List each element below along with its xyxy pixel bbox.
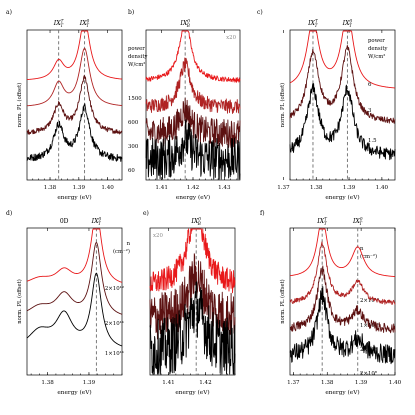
scale-note: x20	[153, 233, 163, 239]
series-label: 2×10¹¹	[105, 320, 124, 327]
spectrum-trace	[26, 75, 123, 135]
x-tick-label: 1.38	[321, 380, 334, 386]
panel-d: d) 1.38 1.39 energy (eV) norm. PL (offset) IX…	[6, 210, 123, 396]
spectrum-trace	[26, 242, 123, 315]
spectrum-trace	[26, 47, 123, 107]
panel-frame	[26, 227, 123, 376]
x-tick-label: 1.39	[83, 380, 96, 386]
y-axis-label: norm. PL (offset)	[16, 83, 23, 127]
x-axis-label: energy (eV)	[325, 194, 359, 201]
panel-label: a)	[6, 9, 12, 16]
marker-label: IX0 T	[79, 19, 90, 29]
spectrum-trace	[145, 30, 241, 83]
legend-header: W/cm²	[128, 62, 145, 68]
legend-header: n	[360, 246, 364, 252]
x-tick-label: 1.41	[155, 185, 167, 191]
spectrum-trace	[26, 228, 123, 283]
spectrum-trace	[145, 57, 241, 114]
x-tick-label: 1.40	[101, 185, 114, 191]
panel-label: f)	[260, 210, 265, 217]
panel-c: c) 1.37 1.38 1.39 1.40 energy (eV) norm. PL (o…	[257, 9, 396, 201]
x-tick-label: 1.41	[162, 380, 174, 386]
series-label: 2×10⁸	[360, 370, 378, 377]
legend-header: (cm⁻²)	[113, 248, 130, 255]
series-label: 1×10¹¹	[105, 350, 124, 357]
spectrum-trace	[26, 103, 123, 162]
y-axis-label: norm. PL (offset)	[279, 279, 286, 323]
x-tick-label: 1.40	[376, 185, 389, 191]
x-axis-label: energy (eV)	[57, 194, 91, 201]
x-tick-label: 1.42	[199, 380, 212, 386]
x-axis-label: energy (eV)	[325, 389, 359, 396]
series-label: 600	[128, 120, 139, 126]
legend-header: W/cm²	[368, 54, 385, 60]
spectrum-trace	[289, 228, 396, 278]
legend-header: n	[127, 241, 131, 247]
panel-label: c)	[257, 9, 263, 16]
panel-label: e)	[143, 210, 149, 217]
spectrum-trace	[149, 281, 236, 375]
y-axis-label: norm. PL (offset)	[16, 279, 23, 323]
x-tick-label: 1.40	[389, 380, 402, 386]
x-tick-label: 1.43	[218, 185, 231, 191]
panel-label: d)	[6, 210, 12, 217]
series-label: 3	[368, 108, 372, 114]
marker-label: IXT T	[53, 19, 65, 29]
x-tick-label: 1.38	[44, 185, 57, 191]
legend-header: density	[128, 54, 147, 60]
spectrum-trace	[289, 241, 396, 306]
panel-a: a) 1.38 1.39 1.40 energy (eV) norm. PL (offse…	[6, 9, 147, 201]
series-label: 2×10¹²	[105, 285, 124, 292]
legend-header: (cm⁻²)	[360, 253, 377, 260]
marker-label: IXT T	[316, 217, 328, 227]
x-tick-label: 1.42	[187, 185, 200, 191]
x-tick-label: 1.38	[310, 185, 323, 191]
x-axis-label: energy (eV)	[175, 389, 209, 396]
marker-label: IX0 B	[179, 19, 190, 29]
x-axis-label: energy (eV)	[176, 194, 210, 201]
spectrum-trace	[26, 30, 123, 80]
spectrum-trace	[289, 265, 396, 334]
x-tick-label: 1.39	[73, 185, 86, 191]
series-label: 1.5	[368, 138, 377, 144]
panel-e: e) 1.41 1.42 energy (eV) IX0 B x20 n(cm⁻²) 2×10¹…	[105, 210, 236, 396]
series-label: 60	[128, 168, 135, 174]
x-tick-label: 1.38	[41, 380, 54, 386]
legend-header: density	[368, 46, 387, 52]
series-label: 6	[368, 82, 372, 88]
legend-header: power	[368, 38, 385, 44]
marker-label: IX0 T	[352, 217, 363, 227]
spectrum-trace	[149, 228, 236, 294]
series-label: 1500	[128, 96, 142, 102]
legend-header: power	[128, 46, 145, 52]
marker-label: IX0 T	[342, 19, 353, 29]
series-label: 2×10¹⁰	[360, 297, 380, 304]
panel-label: b)	[128, 9, 134, 16]
scale-note: x20	[226, 35, 236, 41]
spectrum-trace	[289, 30, 396, 89]
spectrum-trace	[289, 83, 396, 161]
spectrum-trace	[289, 286, 396, 365]
spectrum-trace	[289, 45, 396, 124]
x-axis-label: energy (eV)	[57, 389, 91, 396]
panel-frame	[26, 29, 123, 181]
spectrum-trace	[145, 97, 241, 149]
marker-label: IXT T	[307, 19, 319, 29]
y-axis-label: norm. PL (offset)	[279, 83, 286, 127]
series-label: 300	[128, 144, 139, 150]
x-tick-label: 1.39	[343, 185, 356, 191]
x-tick-label: 1.37	[277, 185, 290, 191]
spectrum-trace	[26, 272, 123, 347]
zero-d-note: 0D	[60, 218, 69, 225]
panel-f: f) 1.37 1.38 1.39 1.40 energy (eV) norm. PL (o…	[260, 210, 402, 396]
x-tick-label: 1.37	[287, 380, 300, 386]
panel-b: b) 1.41 1.42 1.43 energy (eV) IX0 B x20	[128, 9, 241, 201]
x-tick-label: 1.39	[355, 380, 368, 386]
marker-label: IX0 B	[190, 217, 201, 227]
marker-label: IX0 T	[91, 217, 102, 227]
spectrum-trace	[145, 119, 241, 180]
